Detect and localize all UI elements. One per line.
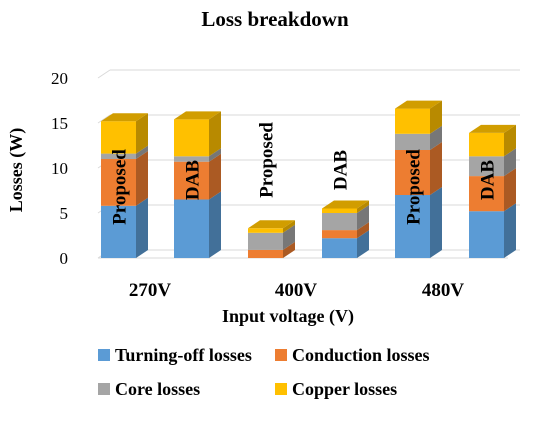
bar-segment-core-losses [174,156,209,162]
legend-swatch [275,349,287,361]
grid-line-diagonal [97,114,111,124]
bar-segment-side-conduction-losses [283,241,295,258]
bar-label: DAB [478,160,499,200]
legend-item-core-losses: Core losses [98,379,200,399]
legend-item-conduction-losses: Conduction losses [275,345,430,365]
bar-segment-turning-off-losses [101,205,136,258]
legend-label: Copper losses [292,379,397,399]
bar-segment-side-turning-off-losses [209,191,221,258]
legend-label: Turning-off losses [115,345,252,365]
bar-400v-dab [322,200,369,258]
bar-segment-side-core-losses [504,148,516,177]
bar-segment-side-conduction-losses [209,153,221,200]
bar-segment-side-copper-losses [136,113,148,154]
bar-segment-conduction-losses [174,161,209,200]
bar-segment-side-core-losses [209,148,221,162]
bar-label: DAB [183,160,204,200]
bar-segment-conduction-losses [395,150,430,195]
bar-segment-copper-losses [322,208,357,213]
bar-segment-conduction-losses [469,176,504,212]
bar-270v-dab [174,111,221,258]
bar-480v-proposed [395,100,442,258]
bar-labels: Proposed DAB Proposed DAB Proposed DAB [110,122,499,225]
legend-swatch [275,383,287,395]
bar-480v-dab [469,124,516,258]
bar-top-face [174,111,221,120]
bar-label: DAB [331,150,352,190]
legend-swatch [98,383,110,395]
bar-segment-conduction-losses [101,159,136,206]
bar-segment-side-core-losses [430,125,442,150]
legend: Turning-off losses Conduction losses Core … [98,345,430,399]
grid-lines [97,69,520,259]
bar-segment-turning-off-losses [395,195,430,258]
bar-top-face [101,113,148,122]
bar-label: Proposed [257,122,278,198]
bar-segment-core-losses [469,156,504,177]
bars [101,100,516,258]
bar-segment-side-copper-losses [430,100,442,134]
y-axis-label: Losses (W) [6,128,27,213]
bar-segment-copper-losses [248,228,283,233]
y-tick-label: 10 [51,159,68,178]
x-axis-ticks: 270V 400V 480V [129,280,465,301]
legend-swatch [98,349,110,361]
bar-segment-side-conduction-losses [504,168,516,212]
bar-label: Proposed [404,149,425,225]
grid-line-diagonal [97,69,111,79]
chart-title: Loss breakdown [201,7,349,31]
bar-270v-proposed [101,113,148,258]
bar-segment-conduction-losses [322,230,357,239]
bar-segment-side-conduction-losses [357,222,369,239]
y-tick-label: 20 [51,69,68,88]
bar-segment-side-core-losses [283,224,295,250]
bar-segment-core-losses [101,153,136,159]
bar-top-face [322,200,369,209]
bar-segment-side-turning-off-losses [430,187,442,258]
legend-label: Core losses [115,379,200,399]
x-tick-label: 400V [275,280,318,301]
bar-top-face [248,220,295,229]
bar-segment-side-copper-losses [283,220,295,233]
y-tick-label: 5 [60,204,69,223]
y-tick-label: 15 [51,114,68,133]
bar-segment-core-losses [248,232,283,250]
bar-segment-conduction-losses [248,249,283,258]
bar-segment-side-turning-off-losses [504,203,516,258]
bar-segment-side-core-losses [136,145,148,159]
bar-400v-proposed [248,220,295,258]
y-axis-ticks: 0 5 10 15 20 [51,69,68,268]
bar-segment-turning-off-losses [469,211,504,258]
bar-segment-copper-losses [174,119,209,157]
bar-segment-side-copper-losses [357,200,369,213]
y-tick-label: 0 [60,249,69,268]
legend-label: Conduction losses [292,345,430,365]
bar-segment-side-conduction-losses [136,151,148,206]
legend-item-copper-losses: Copper losses [275,379,397,399]
bar-segment-core-losses [395,133,430,150]
bar-segment-turning-off-losses [174,199,209,258]
bar-top-face [469,124,516,133]
bar-segment-side-turning-off-losses [136,197,148,258]
x-axis-label: Input voltage (V) [222,306,354,327]
bar-segment-side-conduction-losses [430,142,442,195]
bar-segment-side-copper-losses [504,124,516,157]
x-tick-label: 480V [422,280,465,301]
bar-segment-core-losses [322,213,357,231]
bar-segment-side-turning-off-losses [357,230,369,258]
bar-segment-turning-off-losses [322,238,357,258]
x-tick-label: 270V [129,280,172,301]
bar-segment-copper-losses [395,108,430,134]
bar-segment-side-copper-losses [209,111,221,157]
bar-top-face [395,100,442,109]
legend-item-turning-off-losses: Turning-off losses [98,345,252,365]
bar-segment-copper-losses [101,121,136,154]
bar-segment-side-core-losses [357,205,369,231]
bar-label: Proposed [110,149,131,225]
bar-segment-copper-losses [469,132,504,157]
